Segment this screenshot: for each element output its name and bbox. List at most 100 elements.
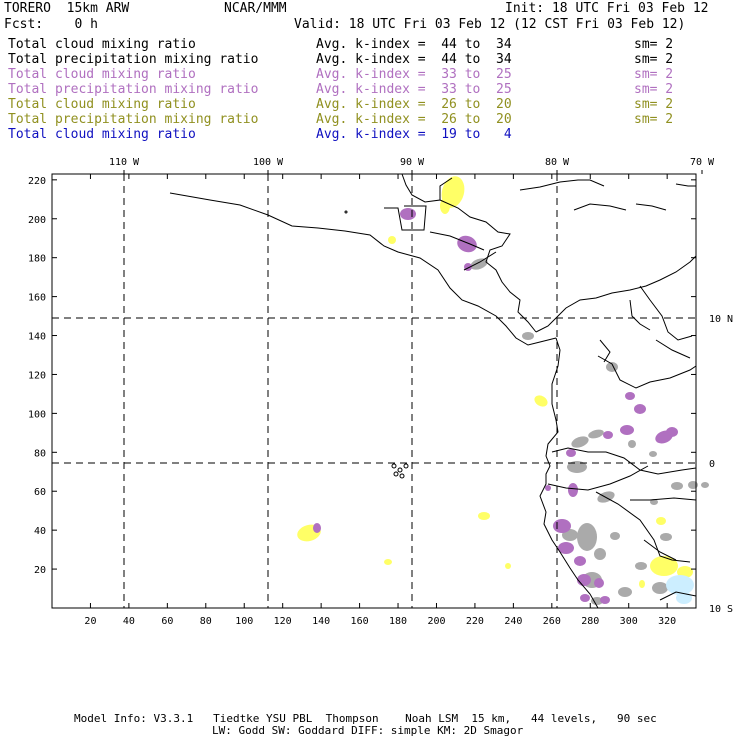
weather-field-blob (574, 556, 586, 566)
x-tick-label: 20 (84, 616, 96, 627)
legend-field: Total cloud mixing ratio (8, 37, 196, 52)
weather-field-layer (297, 176, 709, 605)
weather-field-blob (400, 208, 416, 220)
legend-sm: sm= 2 (634, 67, 674, 82)
x-tick-label: 280 (581, 616, 599, 627)
organization: NCAR/MMM (224, 1, 287, 16)
coastline-path (439, 199, 537, 333)
weather-field-blob (388, 236, 396, 244)
coastline-path (463, 251, 497, 271)
weather-field-blob (588, 429, 604, 439)
weather-field-blob (567, 461, 587, 473)
coastline-path (519, 179, 605, 191)
legend-sm: sm= 2 (634, 112, 674, 127)
coastline-path (169, 192, 557, 346)
x-tick-label: 120 (274, 616, 292, 627)
legend-sm: sm= 2 (634, 82, 674, 97)
weather-field-blob (650, 499, 658, 505)
coastline-path (629, 299, 651, 331)
weather-field-blob (566, 449, 576, 457)
weather-field-blob (652, 582, 668, 594)
coastline-path (655, 339, 691, 359)
weather-field-blob (577, 523, 597, 551)
coastline-path (429, 231, 485, 251)
weather-field-blob (660, 533, 672, 541)
weather-field-blob (677, 566, 693, 578)
weather-field-blob (594, 578, 604, 588)
weather-field-blob (634, 404, 646, 414)
weather-field-blob (620, 425, 634, 435)
coastline-path (551, 447, 697, 475)
weather-field-blob (594, 548, 606, 560)
lat-label: 10 N (709, 314, 733, 325)
lat-label: 0 (709, 459, 715, 470)
model-name: TORERO 15km ARW (4, 1, 130, 16)
lon-label: 100 W (253, 157, 284, 168)
coastline-path (595, 491, 691, 563)
coastline-path (401, 173, 453, 203)
weather-field-blob (591, 597, 603, 605)
x-tick-label: 300 (620, 616, 638, 627)
lat-lon-grid (52, 174, 696, 608)
weather-field-blob (440, 198, 450, 214)
lon-label: 110 W (109, 157, 140, 168)
weather-field-blob (470, 258, 488, 270)
x-tick-label: 240 (504, 616, 522, 627)
legend-field: Total precipitation mixing ratio (8, 112, 259, 127)
legend-field: Total precipitation mixing ratio (8, 52, 259, 67)
weather-field-blob (457, 235, 477, 253)
x-tick-label: 220 (466, 616, 484, 627)
x-tick-label: 180 (389, 616, 407, 627)
weather-field-blob (656, 517, 666, 525)
forecast-hour: Fcst: 0 h (4, 17, 98, 32)
island-outline (344, 210, 348, 214)
legend-sm: sm= 2 (634, 37, 674, 52)
weather-field-blob (568, 483, 578, 497)
weather-field-blob (534, 395, 548, 407)
legend-stat: Avg. k-index = 26 to 20 (316, 97, 512, 112)
island-outline (397, 467, 403, 473)
y-tick-label: 140 (28, 332, 46, 343)
weather-field-blob (571, 436, 589, 448)
weather-field-blob (650, 556, 678, 576)
legend-stat: Avg. k-index = 26 to 20 (316, 112, 512, 127)
coastline-path (659, 591, 697, 601)
coastline-path (630, 497, 697, 501)
legend-stat: Avg. k-index = 44 to 34 (316, 37, 512, 52)
weather-field-blob (628, 440, 636, 448)
y-tick-label: 100 (28, 409, 46, 420)
island-outline (391, 463, 397, 469)
weather-field-blob (666, 575, 694, 595)
weather-field-blob (666, 427, 678, 437)
x-tick-label: 40 (123, 616, 135, 627)
coastline-path (535, 255, 697, 333)
weather-field-blob (625, 392, 635, 400)
x-tick-label: 260 (543, 616, 561, 627)
coastline-path (643, 539, 677, 561)
y-tick-label: 60 (34, 487, 46, 498)
weather-field-blob (635, 562, 647, 570)
weather-field-blob (671, 482, 683, 490)
x-tick-label: 60 (161, 616, 173, 627)
legend-field: Total cloud mixing ratio (8, 97, 196, 112)
x-tick-label: 100 (235, 616, 253, 627)
weather-field-blob (553, 519, 571, 533)
lon-label: 70 W (690, 157, 715, 168)
x-tick-label: 200 (427, 616, 445, 627)
y-tick-label: 220 (28, 176, 46, 187)
y-tick-label: 180 (28, 254, 46, 265)
coastline-path (384, 205, 427, 231)
weather-field-blob (313, 523, 321, 533)
coastline-path (547, 465, 649, 491)
legend-stat: Avg. k-index = 19 to 4 (316, 127, 512, 142)
y-tick-label: 80 (34, 448, 46, 459)
coastline-path (635, 203, 667, 211)
legend-sm: sm= 2 (634, 52, 674, 67)
weather-field-blob (522, 332, 534, 340)
weather-field-blob (649, 451, 657, 457)
legend-stat: Avg. k-index = 33 to 25 (316, 82, 512, 97)
x-tick-label: 140 (312, 616, 330, 627)
x-tick-label: 160 (351, 616, 369, 627)
island-outline (403, 463, 409, 469)
